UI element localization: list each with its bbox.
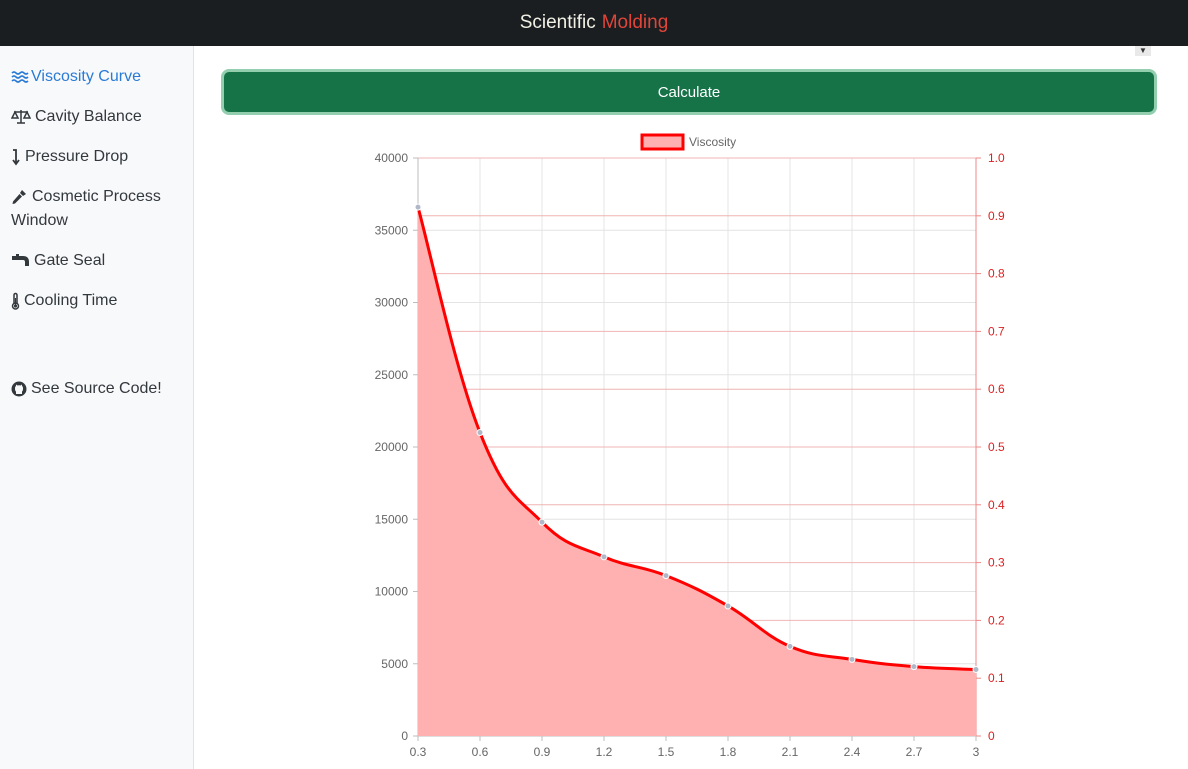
data-point <box>476 429 484 437</box>
y-tick-label: 0 <box>401 729 408 743</box>
brand-title-accent: Molding <box>601 12 669 33</box>
x-tick-label: 0.9 <box>534 745 551 759</box>
x-tick-label: 3 <box>973 745 980 759</box>
sidebar-item-pressure-drop[interactable]: Pressure Drop <box>11 145 186 169</box>
scroll-down-icon[interactable]: ▼ <box>1135 46 1151 56</box>
waves-icon <box>11 65 31 89</box>
sidebar-item-cavity-balance[interactable]: Cavity Balance <box>10 105 186 129</box>
data-point <box>662 572 670 580</box>
y-tick-label: 30000 <box>375 296 409 310</box>
x-tick-label: 2.1 <box>782 745 799 759</box>
sidebar-item-label: Cooling Time <box>24 292 118 309</box>
y2-tick-label: 0.7 <box>988 324 1005 338</box>
y2-tick-label: 0.2 <box>988 613 1005 627</box>
sidebar-item-cosmetic-process-window[interactable]: Cosmetic Process Window <box>11 185 186 233</box>
x-tick-label: 1.2 <box>596 745 613 759</box>
y-tick-label: 15000 <box>375 512 409 526</box>
y2-tick-label: 0.6 <box>988 382 1005 396</box>
source-link-label: See Source Code! <box>31 380 162 397</box>
x-tick-label: 0.3 <box>410 745 427 759</box>
data-point <box>848 655 856 663</box>
brand-title: Scientific <box>519 12 596 33</box>
eyedropper-icon <box>11 185 31 209</box>
faucet-icon <box>11 249 31 273</box>
see-source-code-link[interactable]: See Source Code! <box>11 377 186 401</box>
legend-swatch <box>640 133 685 151</box>
y2-tick-label: 1.0 <box>988 151 1005 165</box>
sidebar-item-viscosity-curve[interactable]: Viscosity Curve <box>11 65 186 89</box>
viscosity-area <box>418 207 976 736</box>
data-point <box>600 553 608 561</box>
y2-tick-label: 0.4 <box>988 498 1005 512</box>
x-tick-label: 1.8 <box>720 745 737 759</box>
y-tick-label: 40000 <box>375 151 409 165</box>
y-tick-label: 25000 <box>375 368 409 382</box>
y-tick-label: 20000 <box>375 440 409 454</box>
scale-icon <box>10 105 32 129</box>
sidebar-item-label: Pressure Drop <box>25 148 129 165</box>
y2-tick-label: 0.1 <box>988 671 1005 685</box>
data-point <box>538 518 546 526</box>
y-tick-label: 35000 <box>375 223 409 237</box>
sidebar: Viscosity Curve Cavity Balance Pressure … <box>0 46 194 769</box>
x-tick-label: 2.4 <box>844 745 861 759</box>
sidebar-item-label: Gate Seal <box>34 252 106 269</box>
x-tick-label: 0.6 <box>472 745 489 759</box>
data-point <box>972 666 980 674</box>
sidebar-item-label: Cavity Balance <box>35 108 142 125</box>
y2-tick-label: 0 <box>988 729 995 743</box>
main-content: ▼ Calculate <box>194 46 1188 769</box>
y2-tick-label: 0.3 <box>988 556 1005 570</box>
y2-tick-label: 0.9 <box>988 209 1005 223</box>
top-navbar: Scientific Molding <box>0 0 1188 46</box>
data-point <box>910 663 918 671</box>
data-point <box>724 602 732 610</box>
y-tick-label: 5000 <box>381 657 408 671</box>
x-tick-label: 1.5 <box>658 745 675 759</box>
sidebar-item-gate-seal[interactable]: Gate Seal <box>11 249 186 273</box>
x-tick-label: 2.7 <box>906 745 923 759</box>
data-point <box>786 642 794 650</box>
legend-label: Viscosity <box>689 135 736 149</box>
github-icon <box>11 377 31 401</box>
y2-tick-label: 0.8 <box>988 267 1005 281</box>
data-point <box>414 203 422 211</box>
calculate-button[interactable]: Calculate <box>224 72 1154 112</box>
arrow-down-icon <box>11 145 25 169</box>
sidebar-item-label: Cosmetic Process Window <box>11 188 161 229</box>
y2-tick-label: 0.5 <box>988 440 1005 454</box>
sidebar-item-cooling-time[interactable]: Cooling Time <box>11 289 186 313</box>
thermometer-icon <box>11 289 24 313</box>
sidebar-item-label: Viscosity Curve <box>31 68 141 85</box>
y-tick-label: 10000 <box>375 585 409 599</box>
